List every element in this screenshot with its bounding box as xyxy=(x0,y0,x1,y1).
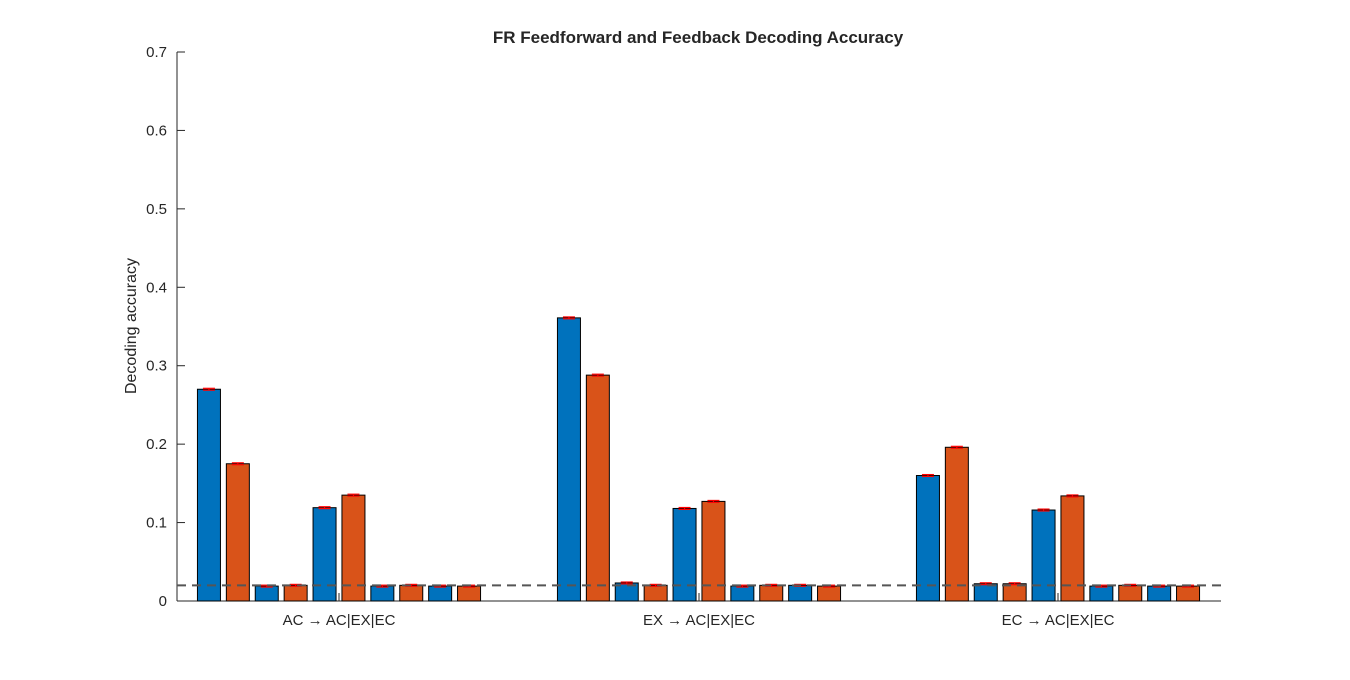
bar xyxy=(196,388,221,602)
bar xyxy=(283,584,308,602)
y-tick-label: 0.4 xyxy=(146,279,167,296)
bar xyxy=(312,507,337,602)
bar xyxy=(788,584,813,602)
bar xyxy=(817,585,842,602)
bar xyxy=(672,507,697,602)
bar xyxy=(585,374,610,602)
bar xyxy=(1002,583,1027,602)
bar xyxy=(370,585,395,602)
y-tick-label: 0 xyxy=(159,593,167,610)
y-tick-label: 0.7 xyxy=(146,44,167,61)
bar xyxy=(1147,585,1172,602)
bar xyxy=(973,583,998,602)
bar xyxy=(730,585,755,602)
y-tick-label: 0.3 xyxy=(146,358,167,375)
y-tick-label: 0.5 xyxy=(146,201,167,218)
bar xyxy=(759,584,784,602)
bar xyxy=(457,585,482,602)
plot-area: 0 0.1 0.2 0.3 0.4 0.5 0.6 0.7 AC → AC|EX|EC EX → … xyxy=(146,44,1221,629)
x-tick-label: EX → AC|EX|EC xyxy=(643,612,755,629)
bar xyxy=(1118,584,1143,602)
y-tick-label: 0.2 xyxy=(146,436,167,453)
bar xyxy=(225,463,250,602)
chart-title: FR Feedforward and Feedback Decoding Acc… xyxy=(493,28,904,47)
bar xyxy=(556,317,581,602)
bar xyxy=(1176,585,1201,602)
bar xyxy=(1031,509,1056,602)
bar xyxy=(915,475,940,602)
bar xyxy=(1089,585,1114,602)
x-tick-label: AC → AC|EX|EC xyxy=(283,612,396,629)
bar xyxy=(643,584,668,602)
y-tick-label: 0.6 xyxy=(146,122,167,139)
y-tick-label: 0.1 xyxy=(146,515,167,532)
x-tick-label: EC → AC|EX|EC xyxy=(1002,612,1115,629)
bar xyxy=(428,585,453,602)
y-axis-label: Decoding accuracy xyxy=(123,258,140,394)
bar xyxy=(399,584,424,602)
bar xyxy=(944,446,969,602)
bar xyxy=(254,585,279,602)
